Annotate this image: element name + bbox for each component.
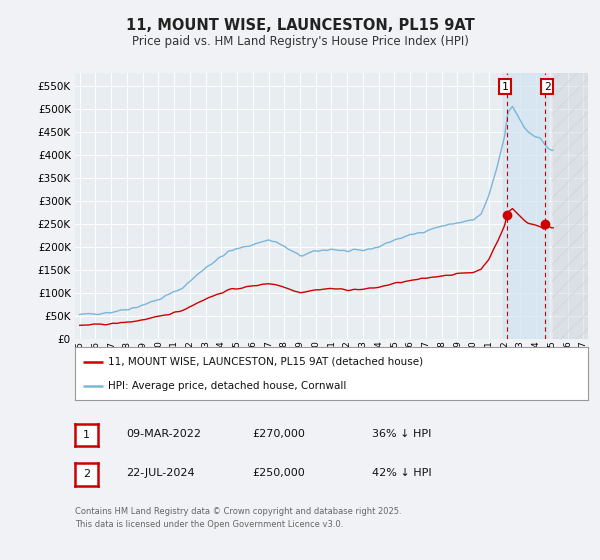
- Text: Price paid vs. HM Land Registry's House Price Index (HPI): Price paid vs. HM Land Registry's House …: [131, 35, 469, 49]
- Text: 1: 1: [83, 430, 90, 440]
- Text: Contains HM Land Registry data © Crown copyright and database right 2025.
This d: Contains HM Land Registry data © Crown c…: [75, 507, 401, 529]
- Text: HPI: Average price, detached house, Cornwall: HPI: Average price, detached house, Corn…: [109, 381, 347, 391]
- Text: 1: 1: [502, 82, 508, 92]
- Text: 09-MAR-2022: 09-MAR-2022: [126, 429, 201, 439]
- Text: 2: 2: [544, 82, 550, 92]
- Text: 11, MOUNT WISE, LAUNCESTON, PL15 9AT: 11, MOUNT WISE, LAUNCESTON, PL15 9AT: [125, 18, 475, 32]
- Text: 42% ↓ HPI: 42% ↓ HPI: [372, 468, 431, 478]
- Text: £270,000: £270,000: [252, 429, 305, 439]
- Text: £250,000: £250,000: [252, 468, 305, 478]
- Bar: [552, 73, 588, 339]
- Bar: [503, 73, 548, 339]
- Text: 11, MOUNT WISE, LAUNCESTON, PL15 9AT (detached house): 11, MOUNT WISE, LAUNCESTON, PL15 9AT (de…: [109, 357, 424, 367]
- Text: 22-JUL-2024: 22-JUL-2024: [126, 468, 194, 478]
- Text: 2: 2: [83, 469, 90, 479]
- Text: 36% ↓ HPI: 36% ↓ HPI: [372, 429, 431, 439]
